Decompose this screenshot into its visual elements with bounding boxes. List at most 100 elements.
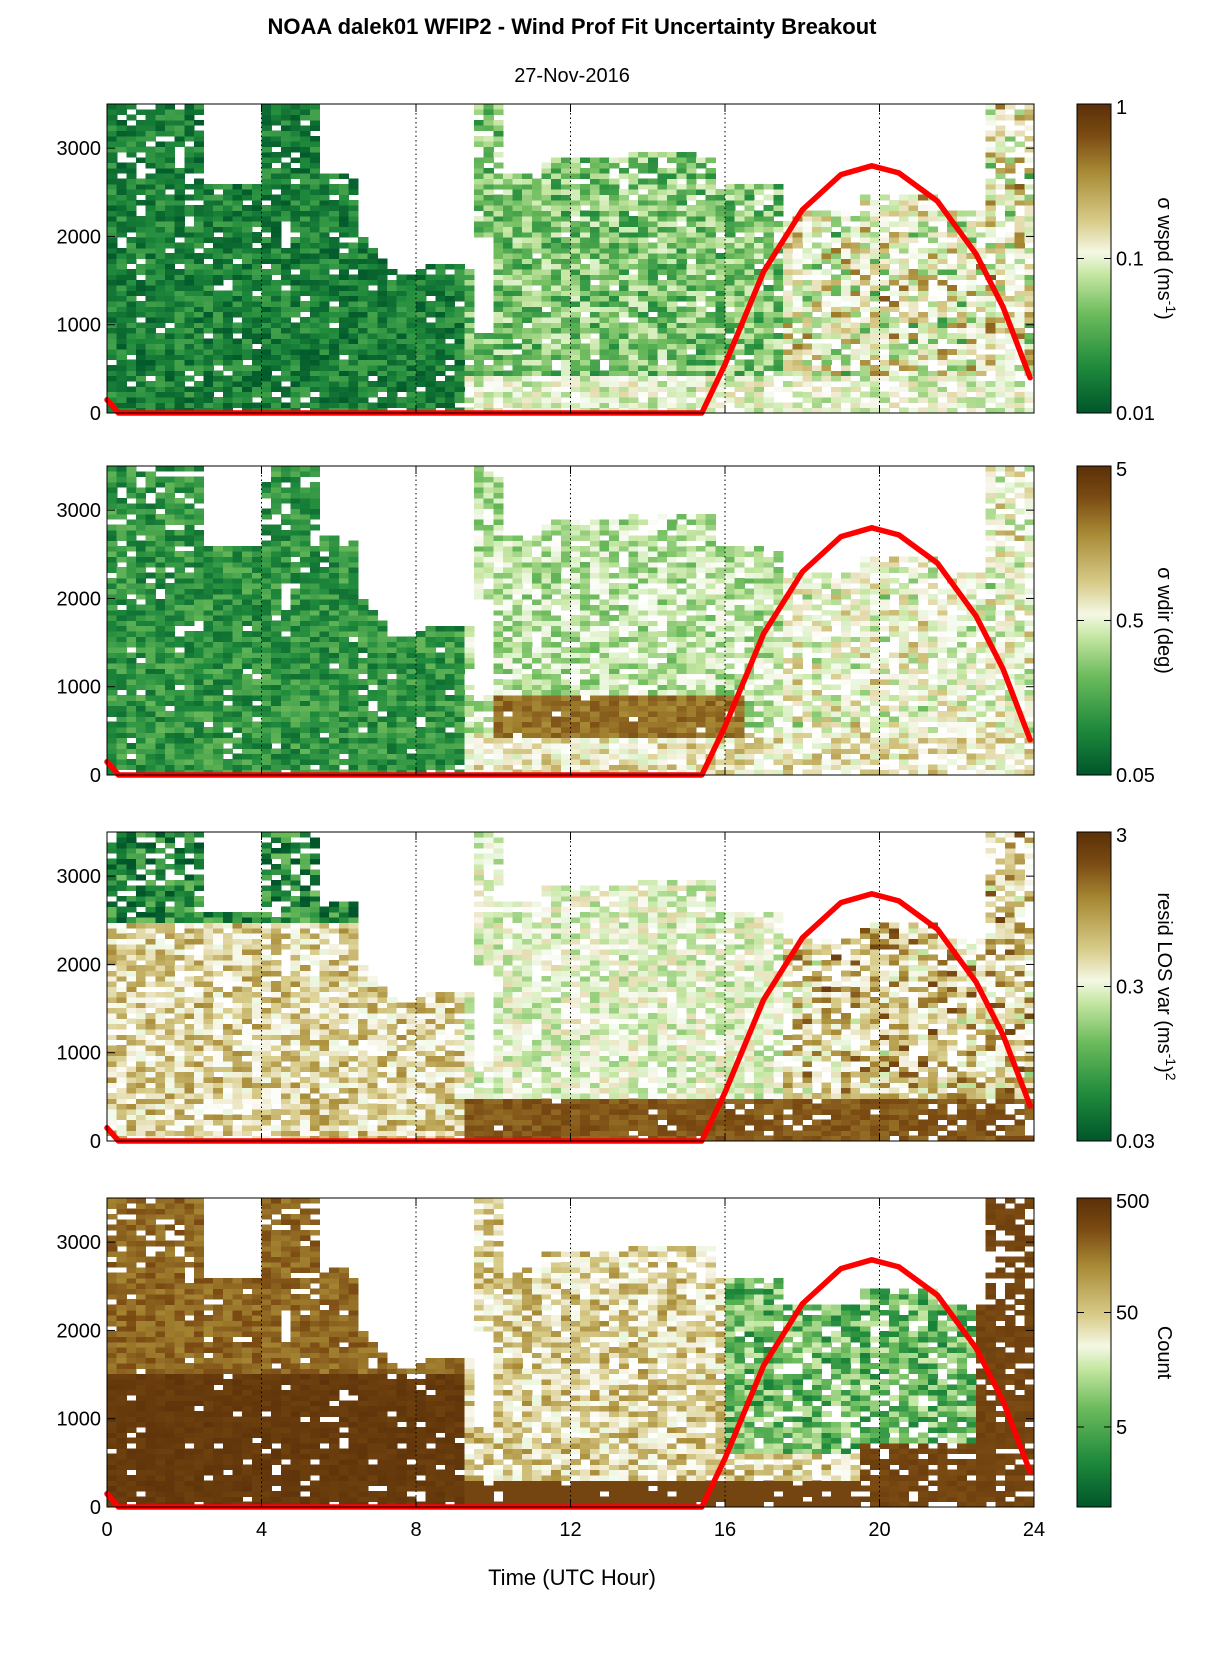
heatmap-cell bbox=[995, 269, 1006, 275]
heatmap-cell bbox=[628, 333, 639, 339]
heatmap-cell bbox=[531, 338, 543, 345]
heatmap-cell bbox=[850, 391, 861, 398]
heatmap-cell bbox=[329, 253, 340, 259]
heatmap-cell bbox=[1005, 285, 1016, 291]
heatmap-cell bbox=[937, 258, 948, 265]
heatmap-cell bbox=[174, 109, 185, 116]
heatmap-cell bbox=[647, 333, 659, 339]
heatmap-cell bbox=[213, 711, 224, 717]
heatmap-cell bbox=[918, 226, 929, 233]
heatmap-cell bbox=[251, 625, 263, 632]
heatmap-cell bbox=[831, 231, 842, 238]
heatmap-cell bbox=[908, 199, 919, 206]
heatmap-cell bbox=[319, 285, 330, 291]
heatmap-cell bbox=[377, 333, 388, 339]
heatmap-cell bbox=[280, 322, 292, 329]
heatmap-cell bbox=[174, 673, 185, 680]
heatmap-cell bbox=[947, 210, 958, 217]
heatmap-cell bbox=[300, 636, 311, 643]
heatmap-cell bbox=[126, 226, 137, 233]
heatmap-cell bbox=[966, 311, 977, 318]
heatmap-cell bbox=[387, 285, 398, 291]
heatmap-cell bbox=[898, 365, 910, 371]
heatmap-cell bbox=[985, 242, 996, 249]
heatmap-cell bbox=[753, 359, 765, 366]
heatmap-cell bbox=[145, 737, 156, 744]
heatmap-cell bbox=[493, 333, 504, 339]
heatmap-cell bbox=[377, 343, 388, 350]
heatmap-cell bbox=[840, 295, 852, 302]
heatmap-cell bbox=[918, 253, 929, 259]
heatmap-cell bbox=[164, 141, 176, 148]
heatmap-cell bbox=[879, 237, 890, 243]
heatmap-cell bbox=[261, 130, 272, 137]
heatmap-cell bbox=[840, 306, 852, 313]
heatmap-cell bbox=[609, 253, 620, 259]
heatmap-cell bbox=[126, 764, 137, 771]
heatmap-cell bbox=[792, 231, 803, 238]
heatmap-cell bbox=[618, 269, 630, 275]
heatmap-cell bbox=[300, 545, 311, 552]
heatmap-cell bbox=[290, 497, 301, 504]
heatmap-cell bbox=[251, 556, 263, 563]
heatmap-cell bbox=[609, 215, 620, 222]
heatmap-cell bbox=[551, 258, 562, 265]
heatmap-cell bbox=[589, 343, 601, 350]
heatmap-cell bbox=[338, 327, 350, 334]
heatmap-cell bbox=[657, 151, 668, 158]
heatmap-cell bbox=[280, 130, 292, 137]
heatmap-cell bbox=[145, 695, 156, 701]
heatmap-cell bbox=[802, 290, 813, 297]
heatmap-cell bbox=[300, 588, 311, 595]
heatmap-cell bbox=[155, 759, 166, 765]
heatmap-cell bbox=[985, 109, 996, 116]
heatmap-cell bbox=[193, 109, 205, 116]
heatmap-cell bbox=[319, 279, 330, 286]
heatmap-cell bbox=[107, 524, 118, 531]
heatmap-cell bbox=[107, 354, 118, 361]
heatmap-cell bbox=[696, 327, 707, 334]
heatmap-cell bbox=[995, 407, 1006, 414]
heatmap-cell bbox=[213, 620, 224, 627]
heatmap-cell bbox=[705, 349, 716, 355]
heatmap-cell bbox=[280, 567, 292, 573]
heatmap-cell bbox=[107, 109, 118, 116]
heatmap-cell bbox=[995, 285, 1006, 291]
heatmap-cell bbox=[184, 253, 195, 259]
heatmap-cell bbox=[145, 274, 156, 281]
heatmap-cell bbox=[753, 322, 765, 329]
heatmap-cell bbox=[193, 466, 205, 472]
heatmap-cell bbox=[811, 285, 823, 291]
heatmap-cell bbox=[107, 497, 118, 504]
heatmap-cell bbox=[242, 285, 253, 291]
heatmap-cell bbox=[222, 684, 234, 691]
heatmap-cell bbox=[985, 231, 996, 238]
heatmap-cell bbox=[821, 349, 832, 355]
heatmap-cell bbox=[686, 221, 697, 227]
heatmap-cell bbox=[744, 397, 755, 403]
heatmap-cell bbox=[155, 668, 166, 675]
heatmap-cell bbox=[638, 402, 649, 409]
heatmap-cell bbox=[889, 359, 900, 366]
heatmap-cell bbox=[551, 274, 562, 281]
heatmap-cell bbox=[541, 263, 552, 270]
heatmap-cell bbox=[744, 210, 755, 217]
heatmap-cell bbox=[232, 221, 243, 227]
heatmap-cell bbox=[309, 588, 321, 595]
heatmap-cell bbox=[1024, 269, 1035, 275]
heatmap-cell bbox=[203, 647, 214, 653]
heatmap-cell bbox=[725, 322, 736, 329]
heatmap-cell bbox=[628, 295, 639, 302]
heatmap-cell bbox=[145, 333, 156, 339]
heatmap-cell bbox=[763, 365, 774, 371]
heatmap-cell bbox=[358, 359, 369, 366]
heatmap-cell bbox=[280, 338, 292, 345]
heatmap-cell bbox=[126, 397, 137, 403]
heatmap-cell bbox=[580, 306, 591, 313]
heatmap-cell bbox=[483, 397, 494, 403]
heatmap-cell bbox=[232, 551, 243, 557]
heatmap-cell bbox=[638, 194, 649, 201]
heatmap-cell bbox=[126, 476, 137, 483]
heatmap-cell bbox=[406, 359, 417, 366]
heatmap-cell bbox=[618, 237, 630, 243]
